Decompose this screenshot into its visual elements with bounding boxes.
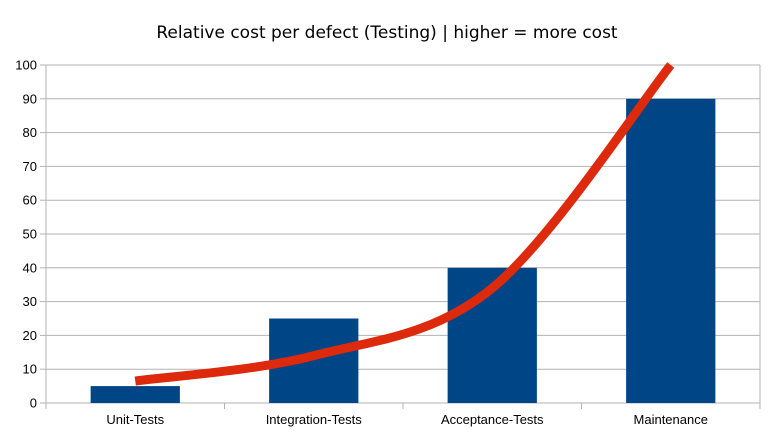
y-tick-label: 30 (23, 294, 37, 309)
bar-maintenance (626, 98, 716, 404)
x-tick-label: Maintenance (634, 412, 708, 427)
y-tick-label: 60 (23, 193, 37, 208)
y-axis: 0 10 20 30 40 50 60 70 80 90 100 (15, 58, 46, 411)
x-axis: Unit-Tests Integration-Tests Acceptance-Te… (45, 403, 761, 427)
y-tick-label: 80 (23, 125, 37, 140)
bars (90, 98, 716, 404)
y-tick-label: 20 (23, 328, 37, 343)
trend-curve (134, 62, 675, 386)
y-tick-label: 10 (23, 362, 37, 377)
x-tick-label: Acceptance-Tests (441, 412, 544, 427)
x-tick-label: Unit-Tests (106, 412, 164, 427)
x-tick-label: Integration-Tests (266, 412, 363, 427)
y-tick-label: 90 (23, 91, 37, 106)
bar-unit-tests (90, 386, 180, 403)
trend-curve-group (134, 62, 675, 386)
chart-title: Relative cost per defect (Testing) | hig… (156, 23, 618, 43)
y-tick-label: 40 (23, 260, 37, 275)
y-tick-label: 0 (30, 396, 37, 411)
y-tick-label: 70 (23, 159, 37, 174)
y-tick-label: 50 (23, 227, 37, 242)
y-tick-label: 100 (15, 58, 37, 73)
